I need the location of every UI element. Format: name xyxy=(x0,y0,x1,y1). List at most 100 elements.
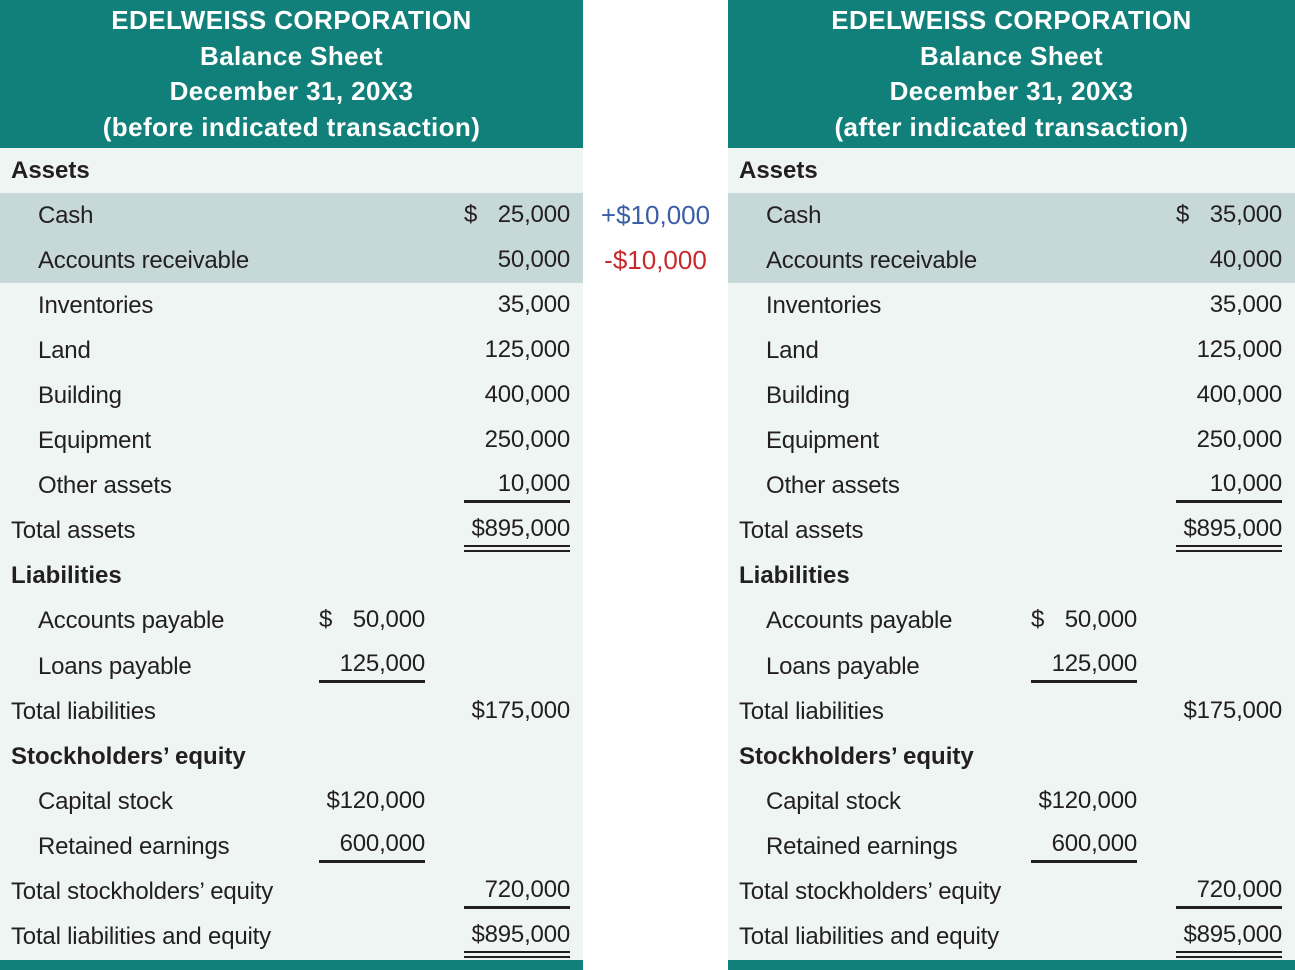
row-stockholders-equity: Stockholders’ equity xyxy=(0,734,583,779)
amount-value: 35,000 xyxy=(1209,200,1282,228)
amount-outer: 35,000 xyxy=(1176,291,1282,321)
amount-value: 50,000 xyxy=(1064,606,1137,634)
row-accounts-receivable: Accounts receivable 40,000 xyxy=(728,238,1295,284)
amount-outer: 400,000 xyxy=(464,381,571,411)
row-equipment: Equipment 250,000 xyxy=(728,419,1295,464)
amount-value: $175,000 xyxy=(471,696,570,724)
report-qualifier: (after indicated transaction) xyxy=(834,111,1189,142)
row-label: Total liabilities and equity xyxy=(11,923,271,951)
row-label: Equipment xyxy=(766,427,879,455)
row-label: Inventories xyxy=(766,291,882,319)
bottom-bar xyxy=(0,960,583,970)
row-label: Total liabilities xyxy=(11,697,156,725)
amount-value: 50,000 xyxy=(352,606,425,634)
amount-value: 125,000 xyxy=(1051,650,1138,678)
panel-header-before: EDELWEISS CORPORATION Balance Sheet Dece… xyxy=(0,0,583,148)
amount-outer: $895,000 xyxy=(1176,921,1282,958)
amount-value: $895,000 xyxy=(1183,515,1282,543)
row-label: Retained earnings xyxy=(38,832,230,860)
amount-outer: $895,000 xyxy=(1176,515,1282,552)
panel-body-after: Assets Cash $35,000 Accounts receivable 40,0… xyxy=(728,148,1295,960)
amount-inner: $50,000 xyxy=(319,606,425,636)
row-label: Building xyxy=(38,382,122,410)
amount-outer: $175,000 xyxy=(1176,697,1282,727)
row-label: Land xyxy=(38,336,91,364)
row-label: Cash xyxy=(766,201,822,229)
amount-outer: 250,000 xyxy=(1176,426,1283,456)
panel-body-before: Assets Cash $25,000 Accounts receivable 50,0… xyxy=(0,148,583,960)
amount-outer: 40,000 xyxy=(1176,246,1282,276)
row-capital-stock: Capital stock $120,000 xyxy=(728,779,1295,824)
amount-value: 600,000 xyxy=(339,830,426,858)
row-total-assets: Total assets $895,000 xyxy=(728,509,1295,554)
row-label: Cash xyxy=(38,201,94,229)
amount-value: 125,000 xyxy=(484,335,571,363)
row-label: Accounts payable xyxy=(38,607,225,635)
row-retained-earnings: Retained earnings 600,000 xyxy=(728,824,1295,869)
row-equipment: Equipment 250,000 xyxy=(0,419,583,464)
row-label: Accounts payable xyxy=(766,607,953,635)
amount-value: $895,000 xyxy=(471,921,570,949)
amount-inner: $120,000 xyxy=(1031,787,1137,817)
row-label: Stockholders’ equity xyxy=(739,742,974,770)
amount-inner: $50,000 xyxy=(1031,606,1137,636)
receivable-change-annotation: -$10,000 xyxy=(604,245,707,276)
amount-value: 25,000 xyxy=(497,200,570,228)
amount-value: 125,000 xyxy=(1196,335,1283,363)
amount-outer: $895,000 xyxy=(464,515,570,552)
row-accounts-payable: Accounts payable $50,000 xyxy=(728,599,1295,644)
amount-value: 10,000 xyxy=(1209,469,1282,497)
report-qualifier: (before indicated transaction) xyxy=(102,111,481,142)
amount-outer: $175,000 xyxy=(464,697,570,727)
amount-outer: 720,000 xyxy=(464,876,570,909)
row-capital-stock: Capital stock $120,000 xyxy=(0,779,583,824)
row-total-stockholders-equity: Total stockholders’ equity 720,000 xyxy=(728,870,1295,915)
row-accounts-receivable: Accounts receivable 50,000 xyxy=(0,238,583,284)
row-label: Other assets xyxy=(38,472,172,500)
row-label: Total liabilities and equity xyxy=(739,923,999,951)
panel-header-after: EDELWEISS CORPORATION Balance Sheet Dece… xyxy=(728,0,1295,148)
company-name: EDELWEISS CORPORATION xyxy=(831,5,1192,35)
row-label: Other assets xyxy=(766,472,900,500)
row-total-liabilities: Total liabilities $175,000 xyxy=(0,689,583,734)
company-name: EDELWEISS CORPORATION xyxy=(111,5,472,35)
row-label: Assets xyxy=(739,156,818,184)
amount-value: 250,000 xyxy=(1196,426,1283,454)
dollar-sign: $ xyxy=(1176,200,1190,228)
row-label: Building xyxy=(766,382,850,410)
bottom-bar xyxy=(728,960,1295,970)
amount-value: 400,000 xyxy=(1196,381,1283,409)
row-assets: Assets xyxy=(728,148,1295,193)
row-accounts-payable: Accounts payable $50,000 xyxy=(0,599,583,644)
amount-value: 50,000 xyxy=(497,245,570,273)
row-total-stockholders-equity: Total stockholders’ equity 720,000 xyxy=(0,870,583,915)
amount-outer: 50,000 xyxy=(464,246,570,276)
row-retained-earnings: Retained earnings 600,000 xyxy=(0,824,583,869)
row-loans-payable: Loans payable 125,000 xyxy=(0,644,583,689)
report-date: December 31, 20X3 xyxy=(169,76,414,106)
row-liabilities: Liabilities xyxy=(728,554,1295,599)
row-label: Land xyxy=(766,336,819,364)
amount-value: $120,000 xyxy=(326,786,425,814)
amount-outer: 125,000 xyxy=(464,335,571,366)
row-label: Capital stock xyxy=(38,787,173,815)
amount-value: 35,000 xyxy=(1209,290,1282,318)
row-label: Loans payable xyxy=(38,652,192,680)
amount-outer: $895,000 xyxy=(464,921,570,958)
report-title: Balance Sheet xyxy=(200,40,383,71)
row-land: Land 125,000 xyxy=(728,328,1295,373)
row-label: Capital stock xyxy=(766,787,901,815)
row-label: Total stockholders’ equity xyxy=(739,878,1002,906)
row-cash: Cash $25,000 xyxy=(0,193,583,239)
amount-value: $120,000 xyxy=(1038,786,1137,814)
row-label: Retained earnings xyxy=(766,832,958,860)
row-assets: Assets xyxy=(0,148,583,193)
report-title: Balance Sheet xyxy=(920,40,1103,71)
amount-inner: 125,000 xyxy=(319,650,425,684)
row-label: Total stockholders’ equity xyxy=(11,878,274,906)
amount-inner: 600,000 xyxy=(1031,830,1137,864)
amount-inner: 600,000 xyxy=(319,830,426,864)
row-liabilities: Liabilities xyxy=(0,554,583,599)
amount-value: 10,000 xyxy=(497,469,570,497)
